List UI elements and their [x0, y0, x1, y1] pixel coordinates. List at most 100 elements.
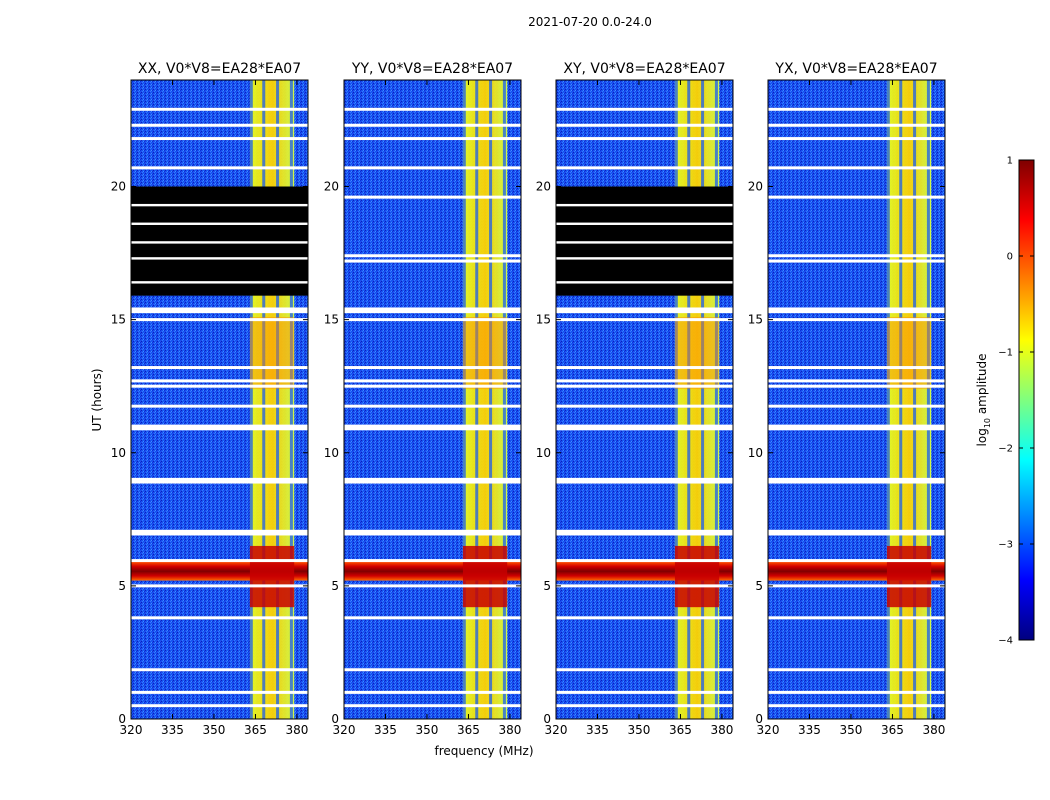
- flagged-gap: [344, 529, 521, 533]
- x-tick-label: 335: [161, 723, 184, 737]
- flagged-gap: [556, 424, 733, 428]
- rfi-channel-gap: [701, 80, 705, 719]
- flagged-gap: [344, 259, 521, 263]
- rfi-channel-gap: [674, 80, 678, 719]
- x-tick-label: 320: [333, 723, 356, 737]
- flagged-gap: [344, 584, 521, 588]
- figure-suptitle: 2021-07-20 0.0-24.0: [528, 15, 652, 29]
- flagged-block-line: [131, 241, 308, 244]
- colorbar-tick-label: 0: [1007, 252, 1013, 263]
- flagged-gap: [131, 532, 308, 536]
- flagged-gap: [344, 477, 521, 481]
- x-tick-label: 350: [628, 723, 651, 737]
- flagged-gap: [768, 310, 945, 314]
- x-tick-label: 350: [203, 723, 226, 737]
- flagged-gap: [344, 704, 521, 708]
- flagged-gap: [131, 310, 308, 314]
- flagged-gap: [131, 107, 308, 111]
- flagged-gap: [556, 668, 733, 672]
- flagged-gap: [131, 366, 308, 370]
- flagged-gap: [344, 690, 521, 694]
- flagged-block-line: [131, 203, 308, 207]
- flagged-block-line: [131, 281, 308, 284]
- flagged-gap: [131, 384, 308, 388]
- y-tick-label: 20: [748, 180, 763, 194]
- flagged-block-line: [556, 241, 733, 244]
- flagged-gap: [556, 529, 733, 533]
- flagged-gap: [556, 384, 733, 388]
- flagged-gap: [131, 704, 308, 708]
- flagged-gap: [768, 532, 945, 536]
- y-tick-label: 15: [111, 313, 126, 327]
- flagged-gap: [556, 690, 733, 694]
- y-tick-label: 10: [536, 446, 551, 460]
- colorbar-label-log: log: [975, 428, 989, 446]
- flagged-gap: [344, 366, 521, 370]
- y-tick-label: 15: [324, 313, 339, 327]
- flagged-gap: [344, 310, 521, 314]
- colorbar-tick-label: −2: [998, 444, 1013, 455]
- y-tick-label: 5: [755, 579, 763, 593]
- colorbar-label-rest: amplitude: [975, 354, 989, 418]
- rfi-channel-gap: [714, 80, 718, 719]
- colorbar-label: log10 amplitude: [975, 354, 992, 447]
- x-tick-label: 365: [669, 723, 692, 737]
- flagged-gap: [344, 427, 521, 431]
- flagged-gap: [768, 616, 945, 620]
- rfi-band: [462, 80, 508, 719]
- panel-2: YY, V0*V8=EA28*EA07 320 335 350 365 380 0 5 10 15…: [324, 61, 522, 737]
- x-tick-label: 365: [244, 723, 267, 737]
- rfi-intensity-patch: [886, 316, 932, 389]
- rfi-channel-gap: [913, 80, 917, 719]
- flagged-gap: [556, 137, 733, 141]
- rfi-channel-gap: [462, 80, 466, 719]
- flagged-gap: [556, 310, 733, 314]
- panel-title: YX, V0*V8=EA28*EA07: [774, 61, 937, 77]
- rfi-intensity-patch: [462, 316, 508, 389]
- y-axis-label: UT (hours): [90, 368, 104, 431]
- y-tick-label: 0: [331, 712, 339, 726]
- x-tick-label: 365: [457, 723, 480, 737]
- x-axis-label: frequency (MHz): [434, 744, 533, 758]
- flagged-gap: [556, 427, 733, 431]
- panel-3: XY, V0*V8=EA28*EA07 320 335 350 365 380 0 5 10 15…: [536, 61, 734, 737]
- panel-title: YY, V0*V8=EA28*EA07: [351, 61, 513, 77]
- flagged-gap: [768, 584, 945, 588]
- rfi-channel-gap: [926, 80, 930, 719]
- event-band-core: [249, 545, 295, 608]
- flagged-block-line: [556, 203, 733, 207]
- flagged-gap: [556, 379, 733, 383]
- flagged-gap: [556, 318, 733, 322]
- flagged-gap: [768, 529, 945, 533]
- flagged-gap: [768, 366, 945, 370]
- flagged-block-line: [131, 222, 308, 225]
- flagged-gap: [768, 107, 945, 111]
- y-tick-label: 20: [536, 180, 551, 194]
- flagged-gap: [131, 584, 308, 588]
- flagged-gap: [768, 427, 945, 431]
- flagged-gap: [344, 166, 521, 170]
- flagged-gap: [768, 477, 945, 481]
- colorbar: 10−1−2−3−4 log10 amplitude: [975, 156, 1035, 647]
- rfi-channel-gap: [276, 80, 280, 719]
- flagged-gap: [556, 166, 733, 170]
- flagged-gap: [131, 480, 308, 484]
- flagged-gap: [768, 318, 945, 322]
- x-tick-label: 380: [498, 723, 521, 737]
- rfi-channel-gap: [899, 80, 903, 719]
- rfi-intensity-patch: [674, 316, 720, 389]
- flagged-gap: [131, 559, 308, 563]
- x-tick-label: 335: [798, 723, 821, 737]
- rfi-channel-gap: [289, 80, 293, 719]
- flagged-gap: [768, 307, 945, 311]
- rfi-band: [674, 80, 720, 719]
- flagged-gap: [131, 404, 308, 408]
- x-tick-label: 380: [285, 723, 308, 737]
- flagged-gap: [768, 254, 945, 258]
- colorbar-gradient: [1018, 159, 1035, 641]
- y-tick-label: 5: [118, 579, 126, 593]
- flagged-block-line: [556, 222, 733, 225]
- flagged-gap: [344, 668, 521, 672]
- y-tick-label: 5: [543, 579, 551, 593]
- flagged-gap: [556, 704, 733, 708]
